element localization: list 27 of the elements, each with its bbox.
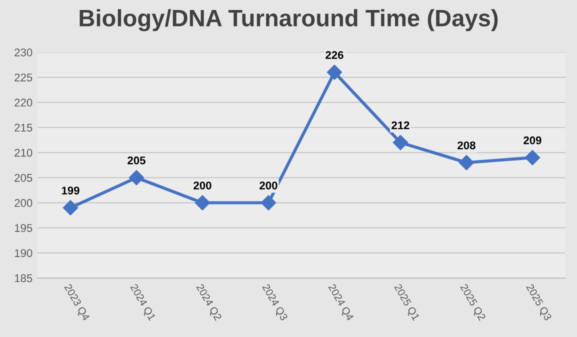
point (524, 150, 540, 166)
data-label: 200 (194, 182, 212, 190)
y-tick-label: 205 (14, 174, 32, 182)
point (62, 200, 78, 216)
y-tick-label: 230 (14, 48, 32, 56)
data-label: 199 (62, 186, 80, 194)
point (194, 195, 210, 210)
data-label: 226 (326, 51, 344, 59)
point (392, 134, 408, 150)
y-tick-label: 220 (14, 98, 32, 107)
data-label: 209 (524, 136, 542, 144)
chart-title: Biology/DNA Turnaround Time (Days) (80, 9, 498, 32)
data-label: 200 (260, 182, 278, 190)
y-tick-label: 215 (14, 124, 32, 132)
y-tick-label: 185 (14, 274, 32, 282)
y-tick-label: 200 (14, 199, 32, 207)
y-tick-label: 225 (14, 74, 32, 82)
y-tick-label: 190 (14, 249, 32, 258)
point (326, 64, 342, 80)
data-label: 208 (458, 141, 476, 150)
y-tick-label: 195 (14, 224, 32, 232)
data-label: 205 (128, 156, 146, 164)
point (458, 155, 474, 170)
point (128, 170, 144, 186)
y-tick-label: 210 (14, 148, 32, 157)
data-label: 212 (392, 121, 410, 130)
point (260, 195, 276, 210)
